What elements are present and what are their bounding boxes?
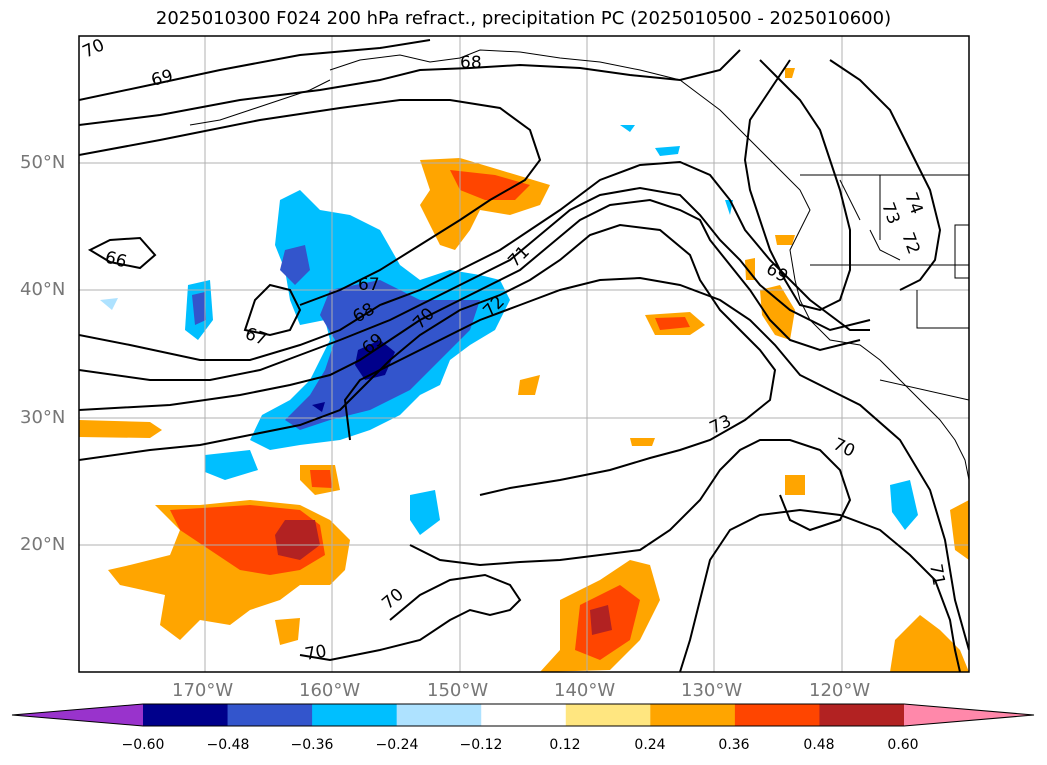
colorbar-outline [11, 703, 1035, 727]
pos-region-north-core [450, 170, 530, 200]
colorbar-segment [227, 704, 313, 726]
lat-label-20n: 20°N [20, 534, 66, 555]
map-title: 2025010300 F024 200 hPa refract., precip… [155, 8, 892, 29]
neg-region-small4 [100, 298, 118, 310]
colorbar-segment [312, 704, 398, 726]
colorbar-tick: 0.12 [549, 737, 581, 753]
lat-label-40n: 40°N [20, 279, 66, 300]
coastlines [189, 49, 969, 481]
colorbar-tick: −0.60 [121, 737, 165, 753]
pos-region-west2-core [310, 470, 332, 488]
colorbar-tick: 0.24 [634, 737, 666, 753]
map-plot-area: 70 69 68 66 67 67 68 69 70 71 72 73 73 7… [79, 36, 969, 672]
lon-label-150w: 150°W [427, 680, 489, 701]
colorbar-tick: 0.60 [887, 737, 919, 753]
pos-region-sw-deep [275, 520, 320, 560]
pos-region-west [79, 420, 162, 438]
colorbar-tick: −0.48 [206, 737, 250, 753]
pos-region-mid-core [655, 317, 690, 330]
colorbar-tick: 0.36 [718, 737, 750, 753]
colorbar-tick: 0.48 [803, 737, 835, 753]
colorbar-tick: −0.36 [290, 737, 334, 753]
pos-region-small8 [775, 235, 795, 245]
contour-label: 68 [460, 53, 482, 73]
colorbar-tick: −0.12 [459, 737, 503, 753]
pos-region-small6 [518, 375, 540, 395]
neg-region-deep [355, 340, 395, 380]
neg-region-left-core [192, 292, 206, 325]
lat-label-50n: 50°N [20, 152, 66, 173]
colorbar-extend-min [12, 704, 143, 726]
neg-region-east [890, 480, 918, 530]
refractivity-contours [79, 39, 969, 672]
colorbar-segment [481, 704, 567, 726]
positive-precip-shading [79, 68, 969, 672]
pos-region-south-deep [590, 605, 612, 635]
lon-label-120w: 120°W [809, 680, 871, 701]
pos-region-pac [275, 618, 300, 645]
contour-label: 70 [303, 641, 328, 664]
neg-region-deep2 [312, 402, 325, 412]
lat-label-30n: 30°N [20, 407, 66, 428]
colorbar-segment [819, 704, 905, 726]
colorbar-segment [734, 704, 820, 726]
lon-label-140w: 140°W [554, 680, 616, 701]
pos-region-small7 [630, 438, 655, 446]
contour-label: 71 [925, 562, 948, 587]
contour-label: 67 [358, 275, 380, 295]
pos-region-coast [760, 285, 795, 340]
lon-label-160w: 160°W [299, 680, 361, 701]
pos-region-small5 [785, 475, 805, 495]
colorbar-segment [143, 704, 229, 726]
neg-region-small1 [620, 125, 635, 132]
negative-precip-shading [100, 125, 918, 535]
colorbar [11, 703, 1035, 727]
pos-region-se [890, 615, 969, 672]
lon-label-170w: 170°W [172, 680, 234, 701]
colorbar-tick: −0.24 [375, 737, 419, 753]
colorbar-segment [650, 704, 736, 726]
colorbar-extend-max [904, 704, 1034, 726]
plot-frame [78, 35, 970, 673]
neg-region-mid [410, 490, 440, 535]
lon-label-130w: 130°W [681, 680, 743, 701]
neg-region-south [205, 450, 258, 480]
pos-region-small9 [785, 68, 795, 78]
neg-region-upper [280, 245, 310, 285]
colorbar-segment [565, 704, 651, 726]
neg-region-small3 [655, 146, 680, 156]
graticule [79, 36, 969, 672]
colorbar-segment [396, 704, 482, 726]
